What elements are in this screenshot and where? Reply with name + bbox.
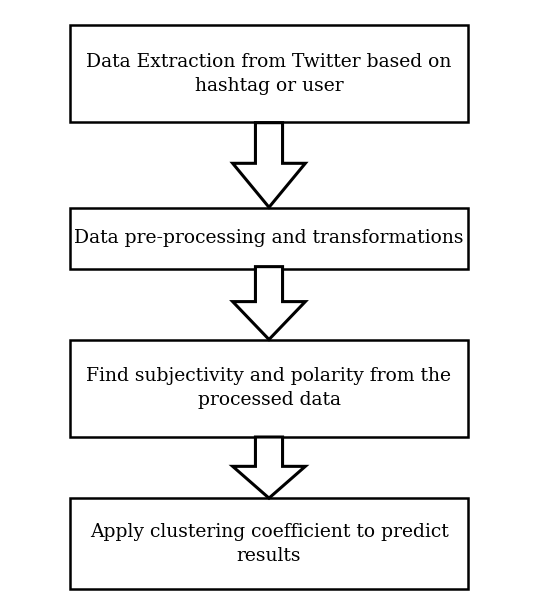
Text: Apply clustering coefficient to predict
results: Apply clustering coefficient to predict … <box>90 523 448 565</box>
Polygon shape <box>232 267 305 340</box>
Text: Data Extraction from Twitter based on
hashtag or user: Data Extraction from Twitter based on ha… <box>86 53 452 95</box>
Bar <box>70 207 468 269</box>
Bar <box>70 498 468 589</box>
Bar <box>70 340 468 437</box>
Polygon shape <box>232 437 305 498</box>
Polygon shape <box>232 122 305 207</box>
Bar <box>70 26 468 122</box>
Text: Find subjectivity and polarity from the
processed data: Find subjectivity and polarity from the … <box>87 367 451 409</box>
Text: Data pre-processing and transformations: Data pre-processing and transformations <box>74 230 464 247</box>
